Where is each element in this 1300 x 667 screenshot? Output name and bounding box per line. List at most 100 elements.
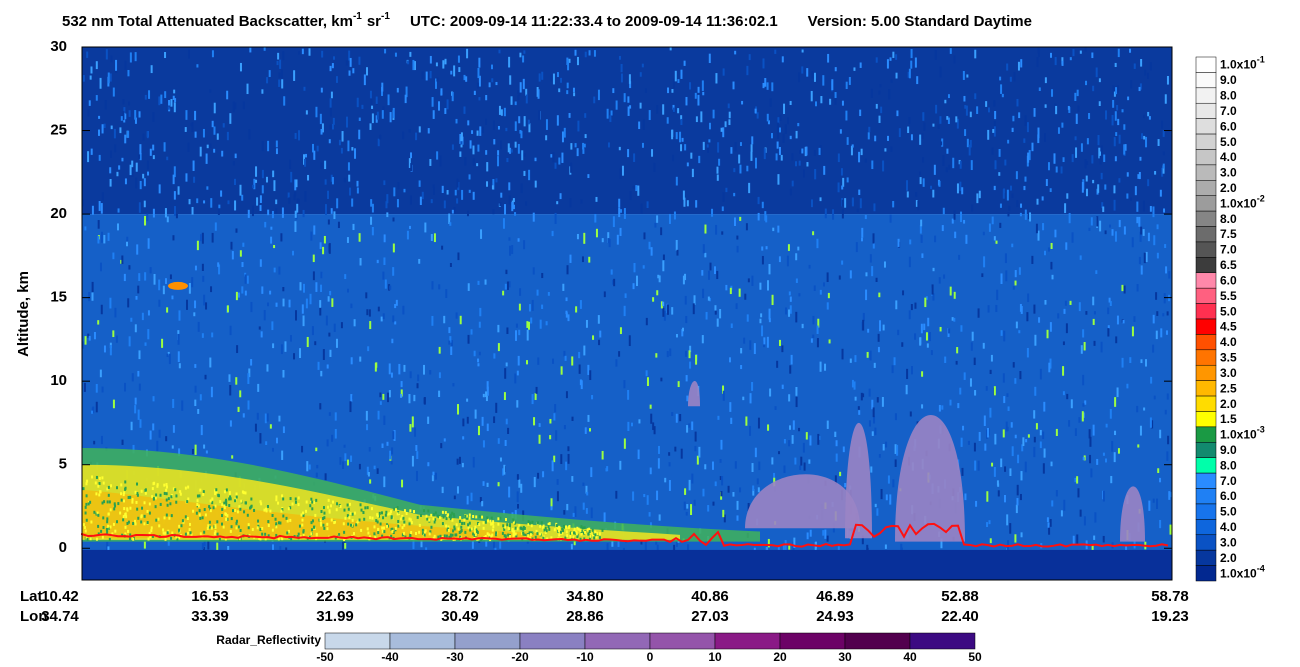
speckle (884, 544, 887, 549)
speckle (1012, 115, 1015, 122)
speckle (1060, 510, 1063, 517)
speckle (228, 374, 231, 382)
speckle (181, 400, 184, 411)
speckle (1161, 167, 1164, 177)
speckle (573, 92, 576, 97)
speckle (505, 418, 508, 425)
speckle (114, 504, 117, 508)
speckle (530, 524, 533, 528)
speckle (711, 461, 714, 470)
speckle (1044, 133, 1047, 142)
speckle (269, 509, 272, 513)
speckle (390, 515, 393, 519)
speckle (421, 532, 424, 536)
speckle (331, 434, 334, 442)
speckle (556, 201, 559, 205)
speckle (334, 428, 337, 439)
speckle (1118, 178, 1121, 183)
speckle (970, 160, 973, 171)
speckle (147, 537, 150, 541)
speckle (1000, 273, 1003, 284)
speckle (712, 501, 715, 506)
speckle (1076, 89, 1079, 97)
speckle (103, 500, 106, 504)
speckle (505, 269, 508, 275)
speckle (267, 520, 270, 524)
speckle (787, 117, 790, 125)
speckle (498, 105, 501, 115)
plot-frame (81, 46, 1173, 581)
speckle (504, 525, 507, 529)
speckle (1092, 85, 1095, 92)
speckle (544, 526, 547, 530)
speckle (273, 267, 276, 273)
speckle (735, 303, 738, 310)
speckle (411, 455, 414, 467)
speckle (167, 351, 170, 356)
speckle (126, 236, 129, 241)
speckle (1019, 371, 1022, 380)
speckle (862, 319, 865, 331)
speckle (341, 541, 344, 550)
speckle (112, 330, 115, 338)
speckle (148, 90, 151, 99)
speckle (451, 518, 454, 522)
speckle (976, 106, 979, 114)
speckle (838, 275, 841, 280)
speckle (810, 90, 813, 102)
speckle (319, 521, 322, 525)
speckle (234, 499, 237, 503)
speckle (878, 115, 881, 123)
speckle (302, 209, 305, 218)
speckle (214, 492, 217, 496)
speckle (658, 275, 661, 283)
speckle (1113, 199, 1116, 211)
speckle (189, 531, 192, 535)
speckle (926, 343, 929, 348)
speckle (531, 299, 534, 311)
speckle (358, 56, 361, 65)
speckle (818, 147, 821, 156)
speckle (98, 115, 101, 119)
speckle (497, 482, 500, 487)
speckle (88, 100, 91, 106)
speckle (1066, 393, 1069, 400)
speckle (440, 90, 443, 96)
speckle (319, 242, 322, 250)
speckle (1139, 231, 1142, 242)
speckle (788, 545, 791, 550)
speckle (327, 498, 330, 502)
colorbar-label-text: 8.0 (1220, 89, 1237, 103)
speckle (194, 110, 197, 121)
speckle (620, 73, 623, 83)
speckle (1155, 292, 1158, 300)
x-tick-label: 33.39 (191, 608, 229, 625)
speckle (466, 516, 469, 520)
speckle (589, 534, 592, 538)
speckle (1015, 171, 1018, 180)
speckle (309, 504, 312, 508)
speckle (128, 537, 131, 541)
speckle (264, 532, 267, 536)
speckle (484, 279, 487, 285)
speckle (702, 288, 705, 299)
speckle (203, 530, 206, 534)
speckle (190, 533, 193, 537)
speckle (305, 110, 308, 115)
speckle (383, 257, 386, 266)
speckle (377, 531, 380, 535)
speckle (123, 491, 126, 495)
speckle (164, 51, 167, 59)
speckle (953, 210, 956, 220)
speckle (158, 96, 161, 106)
speckle (761, 246, 764, 251)
backscatter-image (81, 47, 1172, 580)
speckle (537, 357, 540, 365)
speckle (832, 209, 835, 220)
speckle (278, 521, 281, 525)
speckle (401, 526, 404, 530)
speckle (520, 183, 523, 194)
speckle (1143, 407, 1146, 411)
speckle (242, 242, 245, 247)
speckle (264, 413, 267, 424)
